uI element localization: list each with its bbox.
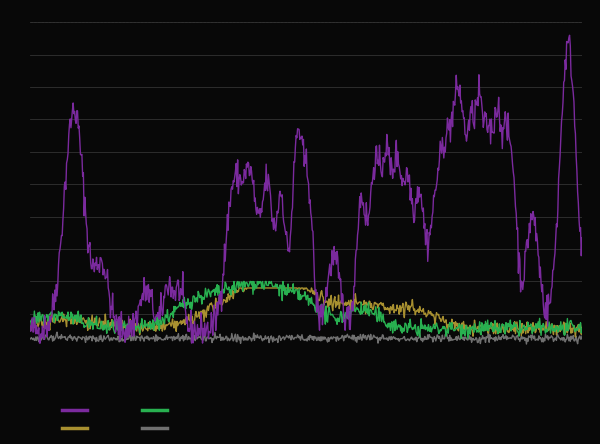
Legend: , , , : , , ,	[58, 401, 176, 438]
